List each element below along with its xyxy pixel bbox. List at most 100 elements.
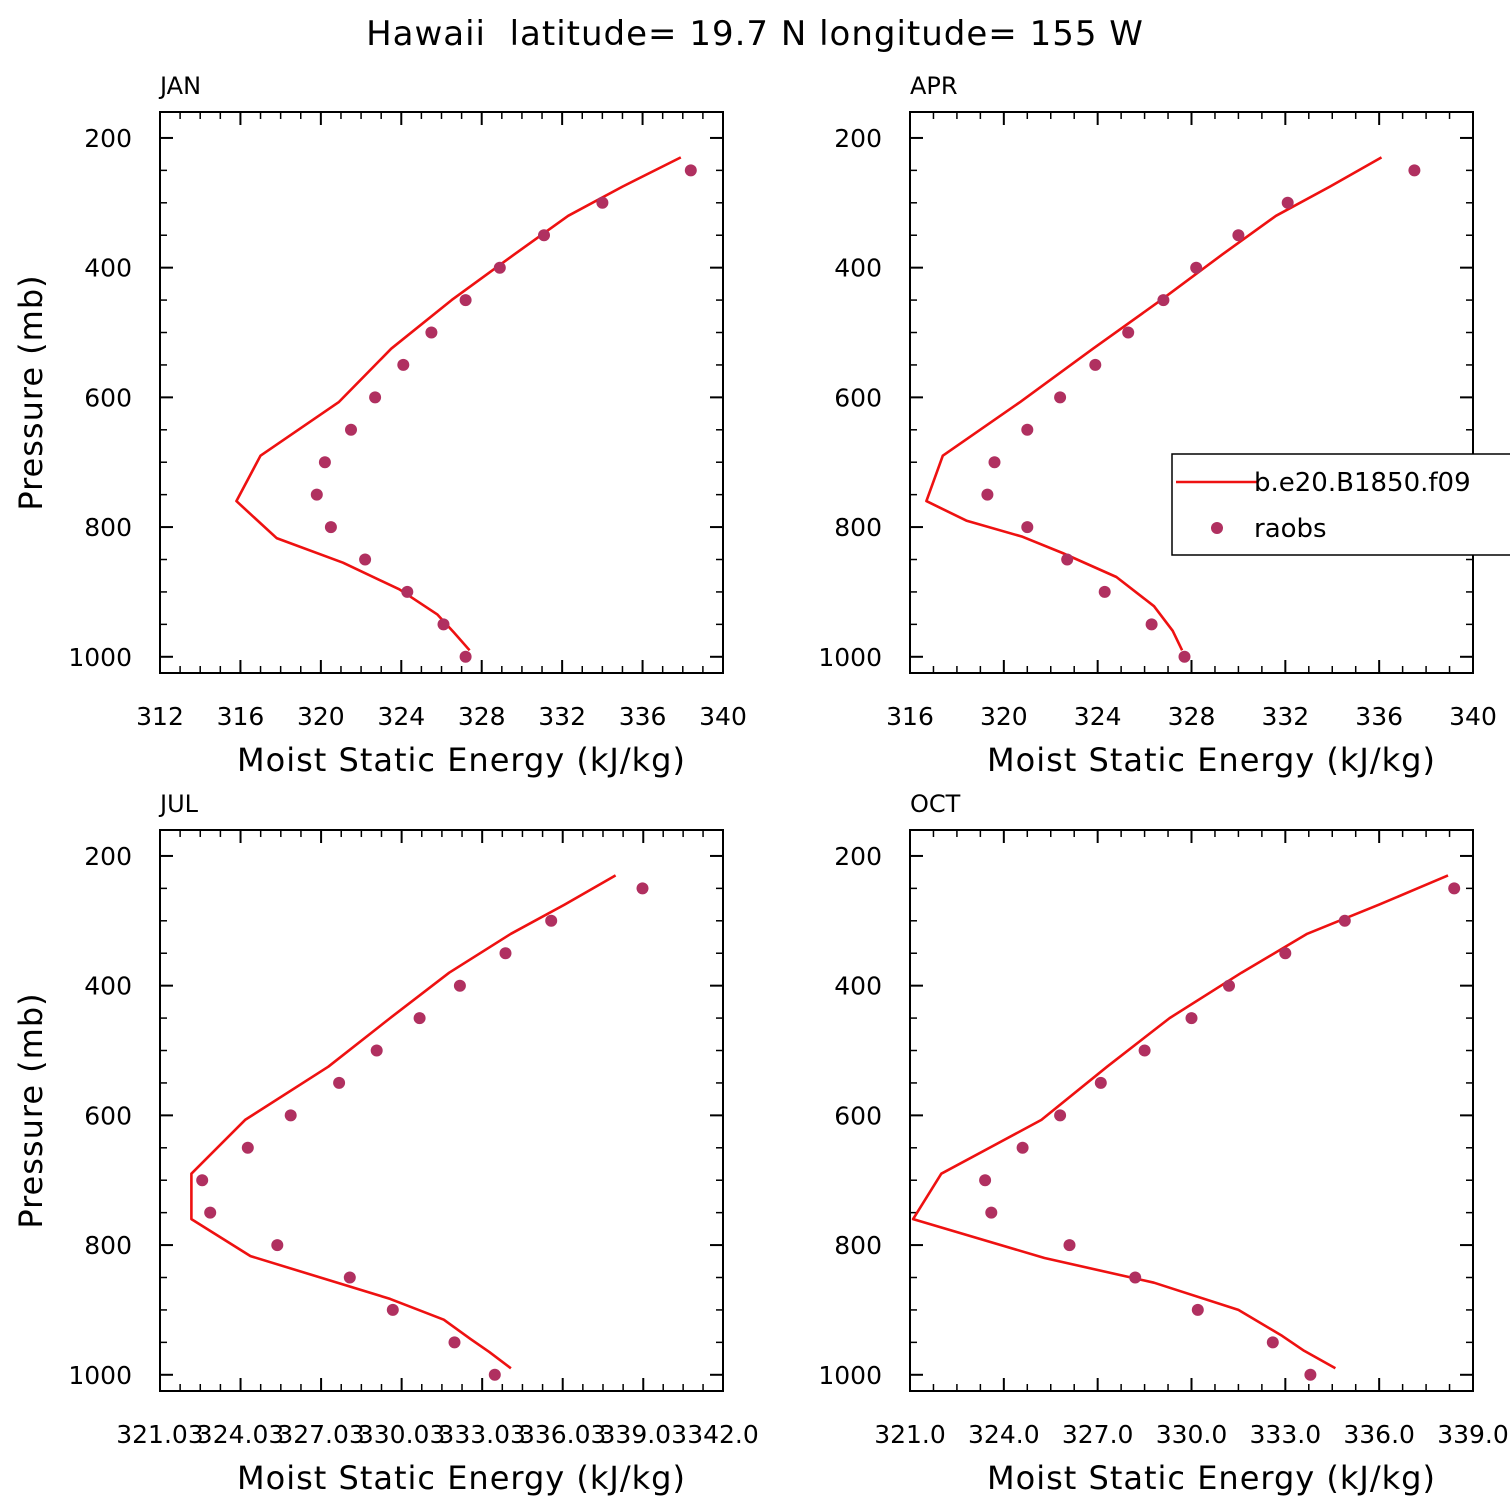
- obs-point: [1185, 1012, 1198, 1025]
- obs-point: [1190, 261, 1203, 274]
- obs-point: [459, 650, 472, 663]
- x-tick-label: 342.0: [687, 1420, 759, 1449]
- panel-title: JUL: [158, 790, 199, 818]
- x-tick-label: 336.0: [1343, 1420, 1415, 1449]
- series-line-model: [911, 874, 1449, 1370]
- x-axis-label: Moist Static Energy (kJ/kg): [987, 741, 1436, 779]
- x-tick-label: 332: [538, 702, 586, 731]
- obs-point: [370, 1044, 383, 1057]
- axes-frame: [159, 829, 724, 1392]
- axes-frame: [909, 111, 1474, 674]
- y-axis-label: Pressure (mb): [12, 274, 50, 510]
- x-axis-label: Moist Static Energy (kJ/kg): [237, 741, 686, 779]
- y-tick-label: 400: [834, 972, 882, 1001]
- x-tick-label: 324: [377, 702, 425, 731]
- series-line-model: [190, 874, 617, 1370]
- x-tick-label: 324: [1074, 702, 1122, 731]
- obs-point: [1122, 326, 1135, 339]
- x-tick-label: 327.0: [1062, 1420, 1134, 1449]
- obs-point: [981, 488, 994, 501]
- panel-apr: 316 320 324 328 332 336 340 200 400 600 800 1000 APR…: [818, 72, 1496, 779]
- y-tick-label: 600: [834, 383, 882, 412]
- obs-point: [386, 1303, 399, 1316]
- obs-point: [196, 1174, 209, 1187]
- panel-title: JAN: [158, 72, 201, 100]
- obs-point: [318, 456, 331, 469]
- panels: 312 316 320 324 328 332 336 340 200 400 600 800 1000…: [12, 72, 1509, 1497]
- obs-point: [1266, 1336, 1279, 1349]
- figure-title: Hawaii latitude= 19.7 N longitude= 155 W: [366, 14, 1144, 54]
- plot-area: [235, 156, 697, 663]
- obs-point: [1279, 947, 1292, 960]
- obs-point: [1054, 391, 1067, 404]
- plot-area: [190, 874, 649, 1381]
- x-tick-label: 320: [980, 702, 1028, 731]
- obs-point: [985, 1206, 998, 1219]
- x-tick-label: 336: [619, 702, 667, 731]
- panel-title: OCT: [910, 790, 961, 818]
- y-tick-label: 1000: [68, 643, 132, 672]
- panel-jan: 312 316 320 324 328 332 336 340 200 400 600 800 1000…: [12, 72, 747, 779]
- obs-point: [488, 1368, 501, 1381]
- obs-point: [413, 1012, 426, 1025]
- obs-point: [284, 1109, 297, 1122]
- x-tick-label: 330.03: [358, 1420, 445, 1449]
- y-tick-label: 800: [84, 1231, 132, 1260]
- x-tick-label: 339.0: [1437, 1420, 1509, 1449]
- obs-point: [448, 1336, 461, 1349]
- legend-label-model: b.e20.B1850.f09: [1254, 468, 1471, 498]
- obs-point: [1145, 618, 1158, 631]
- x-tick-label: 324.0: [968, 1420, 1040, 1449]
- y-tick-label: 1000: [818, 643, 882, 672]
- obs-point: [636, 882, 649, 895]
- obs-point: [1338, 914, 1351, 927]
- obs-point: [324, 521, 337, 534]
- y-tick-label: 200: [834, 124, 882, 153]
- y-tick-label: 200: [84, 124, 132, 153]
- obs-point: [1098, 585, 1111, 598]
- panel-title: APR: [910, 72, 958, 100]
- obs-point: [1089, 358, 1102, 371]
- x-tick-label: 324.03: [197, 1420, 284, 1449]
- axes-frame: [159, 111, 724, 674]
- y-tick-label: 400: [834, 254, 882, 283]
- obs-point: [343, 1271, 356, 1284]
- obs-point: [241, 1141, 254, 1154]
- y-tick-label: 800: [834, 1231, 882, 1260]
- legend-label-obs: raobs: [1254, 514, 1327, 544]
- plot-area: [925, 156, 1421, 663]
- obs-point: [1191, 1303, 1204, 1316]
- y-tick-label: 400: [84, 254, 132, 283]
- obs-point: [345, 423, 357, 436]
- obs-point: [1061, 553, 1074, 566]
- obs-point: [1021, 521, 1034, 534]
- x-axis-label: Moist Static Energy (kJ/kg): [237, 1459, 686, 1497]
- x-tick-label: 339.03: [600, 1420, 687, 1449]
- obs-point: [493, 261, 506, 274]
- obs-point: [1021, 423, 1034, 436]
- x-axis-label: Moist Static Energy (kJ/kg): [987, 1459, 1436, 1497]
- x-tick-label: 336: [1355, 702, 1403, 731]
- obs-point: [1408, 164, 1421, 177]
- x-tick-label: 328: [458, 702, 506, 731]
- obs-point: [1094, 1076, 1107, 1089]
- legend-marker-swatch: [1211, 522, 1223, 534]
- obs-point: [1016, 1141, 1029, 1154]
- obs-point: [596, 196, 609, 209]
- obs-point: [369, 391, 382, 404]
- y-tick-label: 1000: [818, 1361, 882, 1390]
- x-tick-label: 312: [136, 702, 184, 731]
- axes-frame: [909, 829, 1474, 1392]
- obs-point: [1223, 979, 1235, 992]
- x-tick-label: 336.03: [519, 1420, 606, 1449]
- obs-point: [538, 229, 550, 242]
- obs-point: [499, 947, 512, 960]
- x-tick-label: 327.03: [277, 1420, 364, 1449]
- x-tick-label: 321.0: [874, 1420, 946, 1449]
- obs-point: [310, 488, 323, 501]
- x-tick-label: 333.03: [438, 1420, 525, 1449]
- panel-oct: 321.0 324.0 327.0 330.0 333.0 336.0 339.0 200 40…: [818, 790, 1508, 1497]
- x-tick-label: 332: [1261, 702, 1309, 731]
- x-tick-label: 340: [699, 702, 747, 731]
